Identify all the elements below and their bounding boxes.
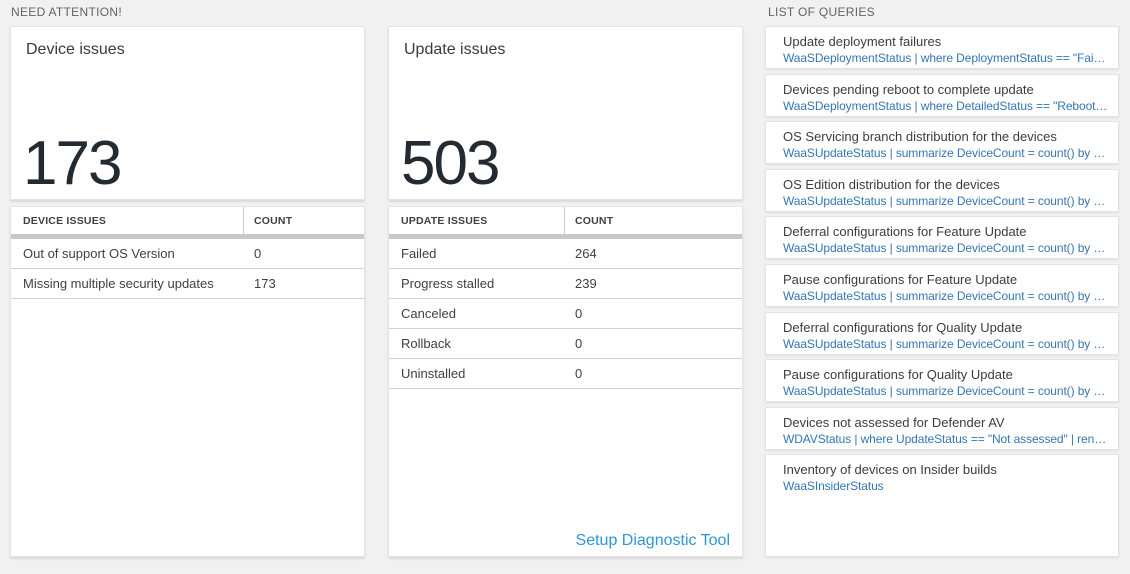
table-header-divider — [11, 234, 364, 239]
query-code: WaaSUpdateStatus | summarize DeviceCount… — [783, 288, 1108, 303]
issue-label: Out of support OS Version — [23, 246, 175, 261]
query-title: Update deployment failures — [783, 34, 942, 49]
query-item[interactable]: Update deployment failures WaaSDeploymen… — [765, 26, 1119, 69]
update-issues-table-header: UPDATE ISSUES COUNT — [389, 207, 742, 234]
issue-label: Rollback — [401, 336, 451, 351]
query-item[interactable]: Inventory of devices on Insider builds W… — [765, 454, 1119, 558]
device-issues-count: 173 — [23, 128, 122, 198]
query-item[interactable]: Pause configurations for Feature Update … — [765, 263, 1119, 307]
issue-label: Canceled — [401, 306, 456, 321]
issue-count: 0 — [575, 336, 583, 351]
table-row[interactable]: Out of support OS Version 0 — [11, 239, 364, 269]
query-title: Deferral configurations for Quality Upda… — [783, 319, 1023, 335]
count-column-header: COUNT — [254, 214, 293, 227]
table-row[interactable]: Progress stalled 239 — [389, 269, 742, 299]
issue-count: 173 — [254, 276, 276, 291]
query-code: WaaSUpdateStatus | summarize DeviceCount… — [783, 384, 1108, 399]
query-title: Devices pending reboot to complete updat… — [783, 81, 1034, 97]
table-row[interactable]: Missing multiple security updates 173 — [11, 269, 364, 299]
table-row[interactable]: Uninstalled 0 — [389, 359, 742, 389]
issue-count: 239 — [575, 276, 597, 291]
query-title: OS Edition distribution for the devices — [783, 176, 1000, 192]
issue-count: 0 — [575, 306, 583, 321]
query-title: Deferral configurations for Feature Upda… — [783, 224, 1027, 240]
query-code: WDAVStatus | where UpdateStatus == "Not … — [783, 431, 1108, 446]
query-item[interactable]: Devices not assessed for Defender AV WDA… — [765, 406, 1119, 450]
issue-count: 264 — [575, 246, 597, 261]
query-code: WaaSDeploymentStatus | where DetailedSta… — [783, 98, 1108, 113]
table-row[interactable]: Failed 264 — [389, 239, 742, 269]
query-title: Pause configurations for Quality Update — [783, 367, 1013, 383]
query-item[interactable]: OS Servicing branch distribution for the… — [765, 121, 1119, 165]
update-issues-column-header: UPDATE ISSUES — [389, 207, 565, 234]
list-of-queries-heading: LIST OF QUERIES — [768, 5, 875, 19]
issue-label: Uninstalled — [401, 366, 466, 381]
device-issues-title: Device issues — [26, 41, 125, 58]
update-issues-tile[interactable]: Update issues 503 — [388, 26, 743, 200]
device-issues-table: DEVICE ISSUES COUNT Out of support OS Ve… — [10, 206, 365, 557]
count-column-header: COUNT — [575, 214, 614, 227]
issue-label: Failed — [401, 246, 437, 261]
query-item[interactable]: Devices pending reboot to complete updat… — [765, 73, 1119, 117]
query-code: WaaSUpdateStatus | summarize DeviceCount… — [783, 193, 1108, 208]
query-code: WaaSUpdateStatus | summarize DeviceCount… — [783, 241, 1108, 256]
query-title: OS Servicing branch distribution for the… — [783, 129, 1057, 145]
query-code: WaaSUpdateStatus | summarize DeviceCount… — [783, 146, 1108, 161]
device-issues-tile[interactable]: Device issues 173 — [10, 26, 365, 200]
query-item[interactable]: Pause configurations for Quality Update … — [765, 359, 1119, 403]
query-item[interactable]: Deferral configurations for Quality Upda… — [765, 311, 1119, 355]
query-item[interactable]: Deferral configurations for Feature Upda… — [765, 216, 1119, 260]
table-row[interactable]: Canceled 0 — [389, 299, 742, 329]
update-issues-title: Update issues — [404, 41, 506, 58]
setup-diagnostic-tool-link[interactable]: Setup Diagnostic Tool — [575, 532, 730, 549]
need-attention-heading: NEED ATTENTION! — [11, 5, 122, 19]
issue-label: Progress stalled — [401, 276, 495, 291]
query-list: Update deployment failures WaaSDeploymen… — [0, 26, 1130, 562]
update-issues-count: 503 — [401, 128, 500, 198]
table-header-divider — [389, 234, 742, 239]
query-item[interactable]: OS Edition distribution for the devices … — [765, 168, 1119, 212]
query-code: WaaSInsiderStatus — [783, 479, 884, 494]
device-issues-table-header: DEVICE ISSUES COUNT — [11, 207, 364, 234]
query-title: Devices not assessed for Defender AV — [783, 414, 1005, 430]
issue-count: 0 — [575, 366, 583, 381]
update-issues-table: UPDATE ISSUES COUNT Failed 264 Progress … — [388, 206, 743, 557]
query-title: Inventory of devices on Insider builds — [783, 462, 997, 478]
issue-label: Missing multiple security updates — [23, 276, 214, 291]
query-code: WaaSUpdateStatus | summarize DeviceCount… — [783, 336, 1108, 351]
table-row[interactable]: Rollback 0 — [389, 329, 742, 359]
issue-count: 0 — [254, 246, 262, 261]
query-title: Pause configurations for Feature Update — [783, 271, 1018, 287]
query-code: WaaSDeploymentStatus | where DeploymentS… — [783, 51, 1108, 65]
device-issues-column-header: DEVICE ISSUES — [11, 207, 244, 234]
